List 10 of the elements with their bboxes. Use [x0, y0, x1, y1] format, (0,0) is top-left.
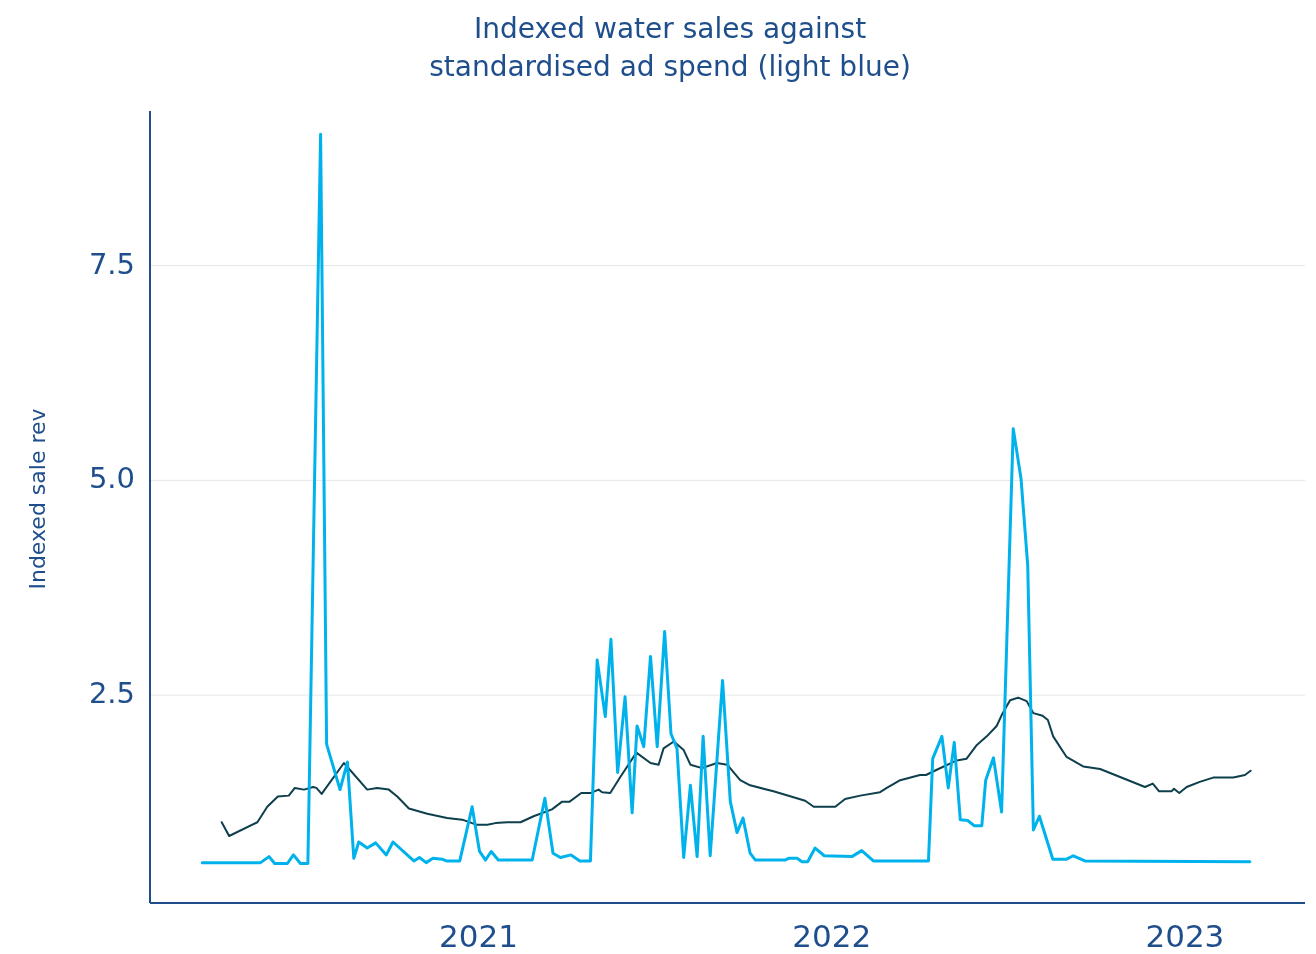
- line-series: [220, 696, 1252, 837]
- x-tick-label: 2021: [439, 918, 518, 954]
- x-tick-label: 2022: [792, 918, 872, 954]
- x-tick-label: 2023: [1145, 918, 1225, 954]
- y-tick-label: 5.0: [88, 461, 135, 496]
- line-series: [200, 132, 1252, 865]
- y-tick-label: 2.5: [88, 676, 135, 711]
- y-tick-label: 7.5: [88, 246, 135, 281]
- y-axis-title: Indexed sale rev: [25, 408, 50, 590]
- chart-title: Indexed water sales against standardised ad spend (light blue): [429, 12, 911, 83]
